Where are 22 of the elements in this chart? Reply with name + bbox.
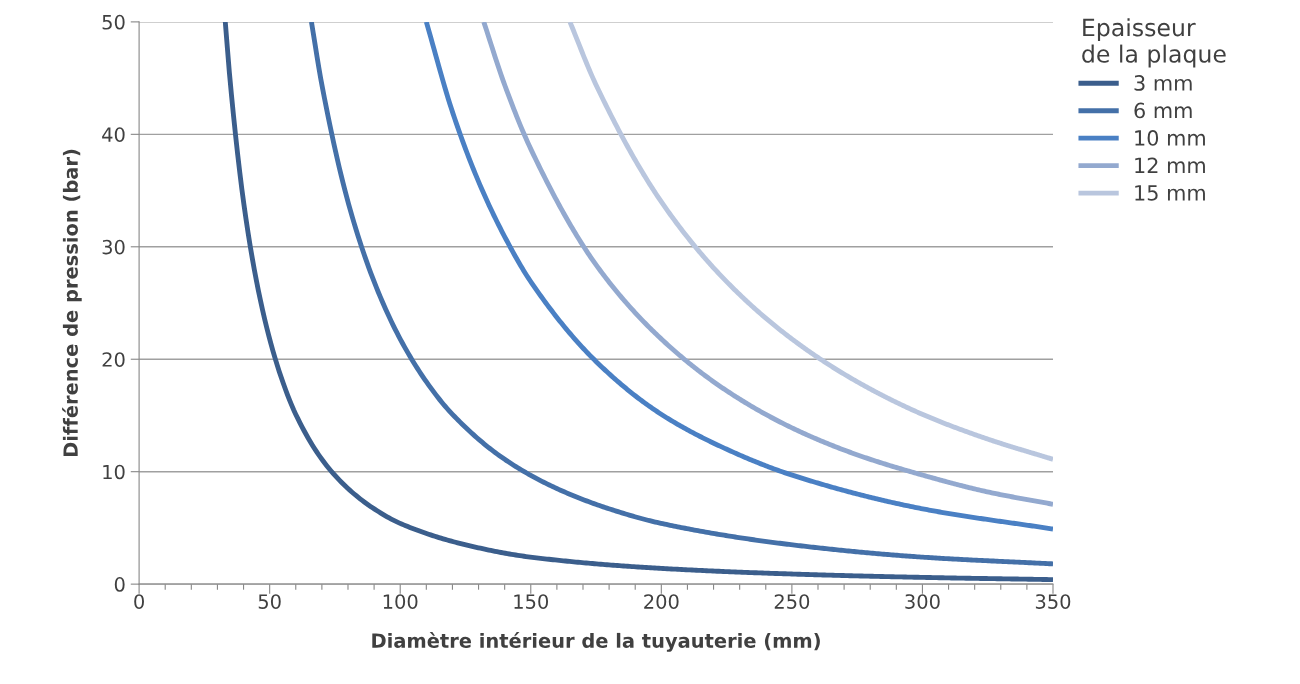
legend-label: 15 mm <box>1135 185 1205 201</box>
y-tick-label: 10 <box>103 464 125 480</box>
y-tick-label: 30 <box>102 239 125 255</box>
x-tick-label: 350 <box>1035 594 1071 609</box>
y-tick-label: 40 <box>102 127 125 142</box>
legend-label: 10 mm <box>1135 130 1205 146</box>
y-tick-label: 0 <box>114 577 125 592</box>
x-tick-label: 300 <box>905 594 940 609</box>
legend-label: 6 mm <box>1134 102 1192 119</box>
y-tick-label: 20 <box>102 352 125 367</box>
x-tick-label: 150 <box>514 594 549 609</box>
x-tick-label: 250 <box>774 594 810 609</box>
y-tick-label: 50 <box>102 14 125 30</box>
x-tick-label: 100 <box>383 594 418 609</box>
x-tick-label: 50 <box>258 594 281 609</box>
legend-label: 12 mm <box>1135 157 1205 173</box>
legend-title: Epaisseur de la plaque <box>1082 18 1226 68</box>
x-tick-label: 0 <box>134 594 144 609</box>
x-tick-label: 200 <box>644 594 679 609</box>
legend-label: 3 mm <box>1134 75 1192 91</box>
x-axis-title: Diamètre intérieur de la tuyauterie (mm) <box>372 632 820 652</box>
y-axis-title: Différence de pression (bar) <box>62 149 82 457</box>
